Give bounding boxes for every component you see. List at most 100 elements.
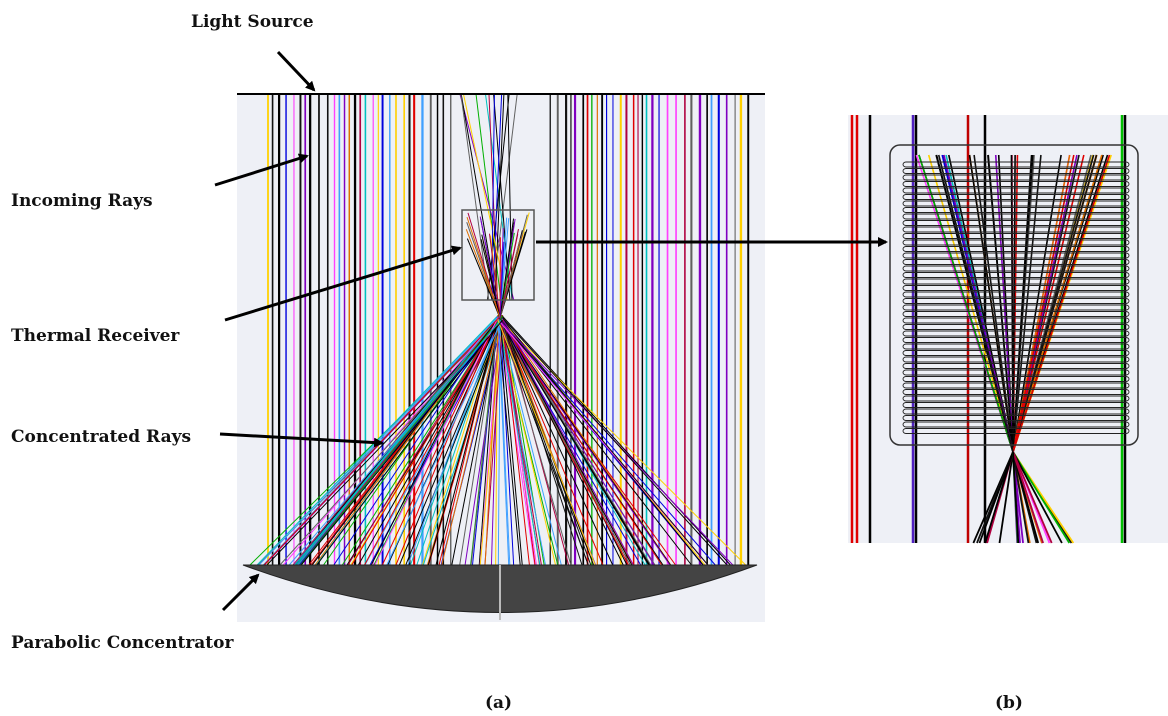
thermal-receiver-box <box>461 209 535 301</box>
concentrated-ray <box>297 316 500 566</box>
concentrated-ray <box>498 320 541 566</box>
coil-winding <box>902 246 1130 252</box>
coil-winding <box>902 421 1130 428</box>
concentrated-ray <box>441 315 503 566</box>
concentrated-ray <box>381 319 498 566</box>
coil-winding <box>902 252 1130 259</box>
concentrated-ray <box>501 317 655 566</box>
concentrated-ray <box>1012 451 1071 544</box>
receiver-ray <box>499 218 515 319</box>
concentrated-ray <box>499 316 523 566</box>
coil-winding <box>902 207 1130 213</box>
concentrated-ray <box>496 317 629 566</box>
coil-winding <box>902 291 1130 298</box>
coil-winding <box>902 187 1130 194</box>
receiver-ray <box>499 234 519 319</box>
coil-winding <box>902 181 1130 187</box>
concentrated-ray <box>357 320 499 566</box>
concentrated-ray <box>1012 451 1044 544</box>
concentrated-ray <box>422 319 499 566</box>
receiver-ray <box>481 234 501 319</box>
concentrated-ray <box>282 318 499 566</box>
concentrated-ray <box>496 317 521 566</box>
coil-winding <box>902 415 1130 421</box>
receiver-ray <box>499 218 510 319</box>
coil-winding <box>902 259 1130 265</box>
concentrated-ray <box>499 318 515 566</box>
concentrated-ray <box>499 316 589 566</box>
coil-winding <box>902 330 1130 337</box>
light-source-arrow-icon <box>276 50 316 92</box>
concentrated-ray <box>407 319 500 566</box>
coil-winding <box>902 337 1130 343</box>
coil-winding <box>902 428 1130 434</box>
coil-winding <box>902 363 1130 369</box>
coil-winding <box>902 382 1130 389</box>
concentrated-ray <box>470 317 499 566</box>
concentrated-ray <box>395 315 499 566</box>
concentrated-ray <box>502 319 672 566</box>
receiver-ray <box>499 214 528 319</box>
concentrated-rays-arrow-icon <box>219 432 384 448</box>
concentrated-ray <box>497 319 596 566</box>
coil-winding <box>902 168 1130 174</box>
coil-winding <box>902 356 1130 363</box>
concentrated-ray <box>316 318 503 566</box>
coil-winding <box>902 226 1130 233</box>
coil-winding <box>902 220 1130 226</box>
incoming-ray <box>494 93 505 301</box>
concentrated-ray <box>374 317 499 566</box>
concentrated-ray <box>1012 451 1053 544</box>
concentrator-arrow-icon <box>221 573 260 612</box>
receiver-ray <box>499 228 504 319</box>
concentrated-ray <box>499 318 663 566</box>
coil-winding <box>902 376 1130 382</box>
panel-b-receiver-outer <box>889 144 1139 446</box>
concentrated-ray <box>498 316 562 566</box>
coil-winding <box>902 194 1130 200</box>
concentrated-ray <box>497 318 536 566</box>
label-incoming-rays: Incoming Rays <box>11 191 153 211</box>
concentrated-ray <box>1012 451 1020 544</box>
concentrated-ray <box>398 318 504 566</box>
receiver-ray <box>499 229 528 319</box>
panel-b-receiver-coil <box>902 161 1130 434</box>
coil-winding <box>902 350 1130 356</box>
concentrated-ray <box>422 319 504 566</box>
coil-winding <box>902 408 1130 415</box>
incoming-ray <box>491 93 495 301</box>
coil-winding <box>902 161 1130 168</box>
concentrated-ray <box>497 316 631 566</box>
concentrated-ray <box>351 315 502 566</box>
label-light-source: Light Source <box>191 12 314 32</box>
coil-winding <box>902 402 1130 408</box>
concentrated-ray <box>978 451 1014 544</box>
concentrated-ray <box>497 318 510 566</box>
concentrated-ray <box>499 318 650 566</box>
concentrated-ray <box>484 320 500 566</box>
concentrated-ray <box>498 316 633 566</box>
coil-winding <box>902 324 1130 330</box>
concentrated-ray <box>347 317 500 566</box>
coil-winding <box>902 233 1130 239</box>
coil-winding <box>902 213 1130 220</box>
panel-b-background <box>848 115 1168 543</box>
coil-winding <box>902 304 1130 311</box>
incoming-rays-arrow-icon <box>214 153 309 187</box>
coil-winding <box>902 174 1130 181</box>
label-thermal-receiver: Thermal Receiver <box>11 326 180 346</box>
coil-winding <box>902 343 1130 350</box>
concentrated-ray <box>1012 451 1030 544</box>
concentrated-ray <box>501 315 731 566</box>
incoming-ray <box>487 93 510 301</box>
receiver-ray <box>466 238 501 319</box>
coil-winding <box>902 272 1130 278</box>
concentrated-ray <box>500 319 572 566</box>
label-concentrated-rays: Concentrated Rays <box>11 427 191 447</box>
concentrated-ray <box>435 318 500 566</box>
concentrated-ray <box>498 317 709 566</box>
thermal-receiver-arrow-icon <box>224 245 462 322</box>
coil-winding <box>902 278 1130 285</box>
label-parabolic-concentrator: Parabolic Concentrator <box>11 633 234 653</box>
coil-winding <box>902 200 1130 207</box>
